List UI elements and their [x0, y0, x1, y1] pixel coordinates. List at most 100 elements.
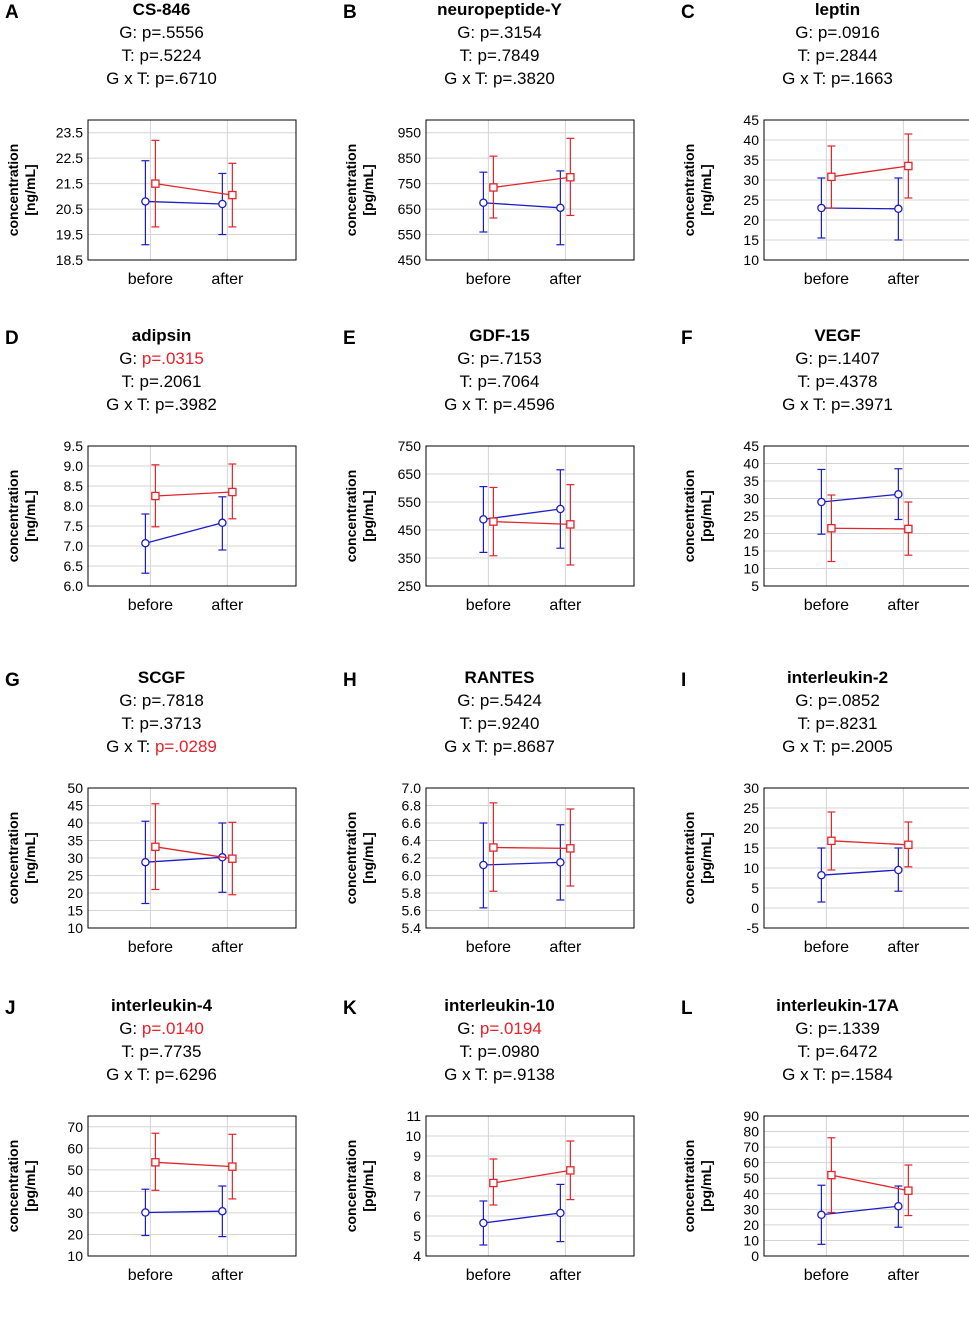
y-tick-label: 650 — [398, 201, 422, 217]
y-tick-label: 15 — [67, 903, 83, 919]
chart-title: interleukin-4 — [110, 996, 213, 1015]
x-tick-label: before — [804, 271, 849, 288]
chart-title: leptin — [814, 0, 861, 19]
x-tick-label: before — [128, 597, 173, 614]
plot-frame — [763, 1115, 969, 1257]
data-point-circle — [894, 865, 903, 875]
stat-label: T: — [797, 46, 816, 65]
stat-value: p=.6472 — [815, 1042, 878, 1061]
y-tick-label: 5 — [751, 578, 759, 594]
x-tick-label: before — [804, 597, 849, 614]
y-axis-label: concentration — [681, 144, 697, 237]
x-tick-label: before — [804, 939, 849, 956]
y-tick-label: 6 — [413, 1208, 421, 1224]
y-tick-label: 45 — [743, 438, 759, 454]
y-tick-label: 10 — [743, 252, 759, 268]
plot-area: 9.5 9.0 8.5 8.0 7.5 7.0 6.5 6.0 before after conce… — [5, 438, 297, 614]
y-tick-label: 25 — [743, 192, 759, 208]
y-tick-label: 30 — [67, 1205, 83, 1221]
y-tick-label: 30 — [743, 780, 759, 796]
panel-letter: G — [5, 670, 20, 691]
y-axis-unit: [pg/mL] — [360, 1160, 376, 1211]
series-line-1 — [483, 1212, 561, 1224]
y-axis-label: concentration — [681, 1140, 697, 1233]
x-tick-label: before — [128, 1267, 173, 1284]
y-tick-label: 90 — [743, 1108, 759, 1124]
plot-area: 23.5 22.5 21.5 20.5 19.5 18.5 before after conce… — [5, 119, 297, 288]
y-axis-unit: [pg/mL] — [22, 1160, 38, 1211]
stat-line: G: p=.1339 — [676, 1019, 969, 1039]
data-point-circle — [141, 538, 150, 548]
y-tick-label: 35 — [743, 473, 759, 489]
plot-frame — [763, 787, 969, 929]
y-tick-label: 0 — [751, 900, 759, 916]
plot-area: 750 650 550 450 350 250 before after concentrati… — [343, 438, 635, 614]
stat-line: G x T: p=.1584 — [676, 1065, 969, 1085]
series-line-2 — [493, 846, 571, 850]
plot-frame — [87, 445, 297, 587]
y-tick-label: 30 — [67, 850, 83, 866]
stat-label: G: — [457, 1019, 480, 1038]
series-line-1 — [145, 200, 223, 205]
x-tick-label: after — [887, 597, 920, 614]
data-point-square — [827, 836, 836, 846]
stat-value-significant: p=.0194 — [479, 1019, 542, 1038]
y-axis-label: concentration — [5, 812, 21, 905]
x-tick-label: before — [466, 1267, 511, 1284]
x-tick-label: after — [887, 1267, 920, 1284]
y-tick-label: 6.6 — [402, 815, 422, 831]
y-axis-label: concentration — [681, 812, 697, 905]
data-point-square — [151, 1158, 160, 1167]
stat-value: p=.6710 — [154, 69, 217, 88]
stat-line: G: p=.1407 — [676, 349, 969, 369]
data-point-square — [228, 190, 237, 200]
y-tick-label: 650 — [398, 466, 422, 482]
data-point-square — [566, 173, 575, 182]
series-line-1 — [145, 1210, 223, 1214]
stat-label: G x T: — [106, 737, 155, 756]
x-tick-label: before — [804, 1267, 849, 1284]
y-tick-label: 7.0 — [402, 780, 422, 796]
y-axis-unit: [pg/mL] — [360, 164, 376, 215]
stat-value: p=.7818 — [141, 691, 204, 710]
stat-line: G: p=.0916 — [676, 23, 969, 43]
x-tick-label: after — [887, 271, 920, 288]
panel-letter: J — [5, 998, 16, 1019]
x-tick-label: before — [466, 271, 511, 288]
y-tick-label: 750 — [398, 176, 422, 192]
panel-letter: H — [343, 670, 357, 691]
y-tick-label: 25 — [67, 868, 83, 884]
y-tick-label: 70 — [743, 1139, 759, 1155]
stat-value: p=.4378 — [815, 372, 878, 391]
y-tick-label: 21.5 — [56, 176, 83, 192]
stat-line: G x T: p=.2005 — [676, 737, 969, 757]
data-point-circle — [894, 204, 903, 214]
series-line-2 — [155, 182, 233, 196]
stat-label: T: — [459, 714, 478, 733]
data-point-square — [151, 179, 160, 188]
data-point-square — [151, 491, 160, 501]
y-axis-label: concentration — [343, 144, 359, 237]
stat-label: G: — [457, 23, 480, 42]
stat-label: G: — [119, 349, 142, 368]
y-tick-label: 6.5 — [64, 558, 84, 574]
data-point-square — [151, 842, 160, 852]
y-tick-label: 35 — [67, 833, 83, 849]
stat-label: G x T: — [444, 1065, 493, 1084]
stat-line: G: p=.0315 — [0, 349, 323, 369]
data-point-square — [904, 161, 913, 171]
chart-title: interleukin-10 — [444, 996, 555, 1015]
plot-frame — [425, 787, 635, 929]
stat-line: T: p=.9240 — [338, 714, 661, 734]
stat-label: G x T: — [444, 395, 493, 414]
data-point-square — [489, 843, 498, 852]
y-axis-unit: [pg/mL] — [698, 490, 714, 541]
y-tick-label: 5.4 — [402, 920, 422, 936]
stat-value: p=.8231 — [815, 714, 878, 733]
y-tick-label: 5.8 — [402, 885, 422, 901]
stat-line: T: p=.2844 — [676, 46, 969, 66]
panel-letter: I — [681, 670, 687, 691]
data-point-square — [228, 854, 237, 863]
